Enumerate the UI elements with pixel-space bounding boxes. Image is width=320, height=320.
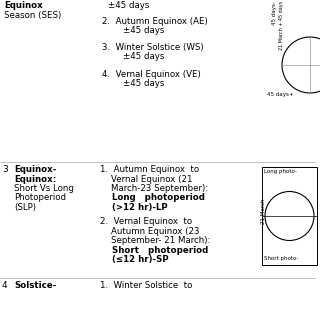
Text: 45 days+: 45 days+ [267,92,294,97]
Text: Long photo-: Long photo- [264,169,297,174]
Text: ±45 days: ±45 days [108,1,149,10]
Text: (>12 hr)-LP: (>12 hr)-LP [100,203,168,212]
Text: Vernal Equinox (21: Vernal Equinox (21 [100,174,193,183]
Text: 4: 4 [2,281,8,290]
Text: Solstice-: Solstice- [14,281,56,290]
Text: ±45 days: ±45 days [112,26,164,35]
Bar [262,167,317,265]
Text: Short Vs Long: Short Vs Long [14,184,74,193]
Text: (≤12 hr)-SP: (≤12 hr)-SP [100,255,169,264]
Text: 2.  Autumn Equinox (AE): 2. Autumn Equinox (AE) [102,17,208,26]
Text: 3: 3 [2,165,8,174]
Text: 4.  Vernal Equinox (VE): 4. Vernal Equinox (VE) [102,70,201,79]
Text: 2.  Vernal Equinox  to: 2. Vernal Equinox to [100,217,192,226]
Text: 21 March + 45 days: 21 March + 45 days [279,1,284,50]
Text: 1.  Autumn Equinox  to: 1. Autumn Equinox to [100,165,199,174]
Text: September- 21 March):: September- 21 March): [100,236,210,245]
Text: Equinox: Equinox [4,1,43,10]
Text: Photoperiod: Photoperiod [14,194,66,203]
Text: Season (SES): Season (SES) [4,11,61,20]
Text: March-23 September):: March-23 September): [100,184,208,193]
Text: ±45 days: ±45 days [112,79,164,88]
Text: Autumn Equinox (23: Autumn Equinox (23 [100,227,199,236]
Text: Equinox-: Equinox- [14,165,56,174]
Text: 3.  Winter Solstice (WS): 3. Winter Solstice (WS) [102,43,204,52]
Text: Short photo-: Short photo- [264,256,299,261]
Text: 45 days-: 45 days- [272,1,277,25]
Text: (SLP): (SLP) [14,203,36,212]
Text: Long   photoperiod: Long photoperiod [100,194,205,203]
Text: 1.  Winter Solstice  to: 1. Winter Solstice to [100,281,192,290]
Text: Equinox:: Equinox: [14,174,56,183]
Text: ±45 days: ±45 days [112,52,164,61]
Text: Short   photoperiod: Short photoperiod [100,246,208,255]
Text: 21 March: 21 March [261,198,266,223]
